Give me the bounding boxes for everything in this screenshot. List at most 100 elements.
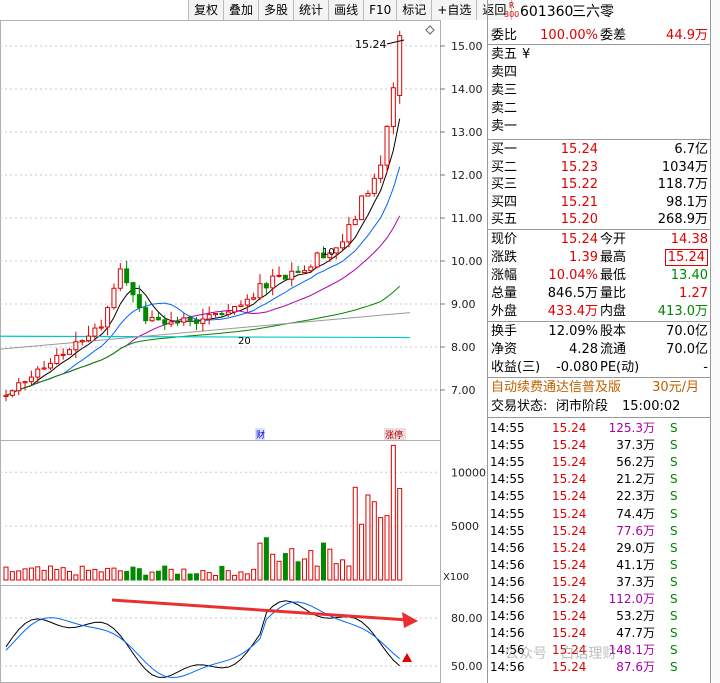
kline-chart-area[interactable]: 15.00 14.00 13.00 12.00 11.00 10.00 9.00 8.00 7.…: [0, 0, 513, 683]
toolbar-btn-7[interactable]: +自选: [431, 0, 477, 20]
stat-value: 1.27: [679, 286, 708, 301]
volume-bar: [301, 558, 307, 581]
oscillator-lines: [5, 598, 418, 679]
sell-level-label: 卖三: [491, 83, 518, 98]
volume-bar: [397, 487, 403, 581]
finance-marker-text: 财: [256, 429, 265, 441]
tick-row[interactable]: 14:56 15.24 41.1万 S: [488, 557, 711, 574]
candle-body: [92, 327, 98, 337]
tick-side: S: [670, 574, 678, 589]
candle-body: [117, 268, 123, 289]
tick-volume: 29.0万: [616, 540, 655, 555]
sell-level-2[interactable]: 卖二: [488, 100, 711, 117]
tick-time: 14:55: [490, 523, 525, 538]
toolbar-btn-5[interactable]: F10: [363, 0, 397, 20]
promo-price[interactable]: 30元/月: [652, 380, 699, 395]
buy-level-2[interactable]: 买二 15.23 1034万: [488, 159, 711, 176]
volume-bar: [187, 573, 193, 581]
sell-level-4[interactable]: 卖四: [488, 64, 711, 81]
tick-time: 14:56: [490, 609, 525, 624]
tick-row[interactable]: 14:55 15.24 22.3万 S: [488, 488, 711, 505]
buy-level-1[interactable]: 买一 15.24 6.7亿: [488, 141, 711, 158]
candle-body: [174, 321, 180, 324]
stat-label: 总量: [491, 286, 518, 301]
volume-bar: [9, 571, 15, 581]
toolbar-btn-4[interactable]: 画线: [328, 0, 364, 20]
tick-row[interactable]: 14:56 15.24 47.7万 S: [488, 625, 711, 642]
buy-level-price: 15.24: [560, 142, 598, 157]
ma-tag-label: 10: [322, 247, 335, 258]
volume-bar: [162, 565, 168, 581]
volume-bar: [378, 517, 384, 581]
stat-label: 外盘: [491, 304, 518, 319]
tick-time: 14:55: [490, 438, 525, 453]
kline-svg[interactable]: 15.00 14.00 13.00 12.00 11.00 10.00 9.00 8.00 7.…: [0, 0, 486, 683]
tick-row[interactable]: 14:55 15.24 125.3万 S: [488, 420, 711, 437]
sell-level-5[interactable]: 卖五 ¥: [488, 46, 711, 63]
tick-side: S: [670, 660, 678, 675]
tick-price: 15.24: [552, 626, 587, 641]
tick-row[interactable]: 14:55 15.24 56.2万 S: [488, 454, 711, 471]
stat-value: 10.04%: [548, 268, 598, 283]
candle-body: [206, 314, 212, 320]
tick-row[interactable]: 14:56 15.24 53.2万 S: [488, 608, 711, 625]
sell-level-1[interactable]: 卖一: [488, 118, 711, 135]
volume-axis-label: 10000: [451, 466, 486, 479]
volume-bar: [194, 573, 199, 581]
buy-level-3[interactable]: 买三 15.22 118.7万: [488, 176, 711, 193]
volume-bar: [257, 542, 263, 581]
tick-row[interactable]: 14:56 15.24 87.6万 S: [488, 659, 711, 676]
volume-bar: [213, 574, 219, 581]
candle-body: [327, 252, 333, 259]
volume-bar: [371, 501, 377, 581]
divider: [488, 139, 711, 140]
candle-body: [346, 224, 352, 243]
candle-body: [9, 390, 15, 396]
promo-banner[interactable]: 自动续费通达信普及版 30元/月: [488, 379, 711, 396]
profit-row: 收益(三) -0.080 PE(动) -: [488, 359, 711, 376]
pe-label: PE(动): [600, 360, 640, 375]
stat-label: 净资: [491, 342, 518, 357]
sell-level-label: 卖五: [491, 47, 518, 62]
volume-bar: [149, 571, 155, 581]
toolbar-btn-2[interactable]: 多股: [258, 0, 294, 20]
tick-row[interactable]: 14:55 15.24 37.3万 S: [488, 437, 711, 454]
divider: [488, 377, 711, 378]
toolbar-btn-3[interactable]: 统计: [293, 0, 329, 20]
candle-body: [219, 312, 225, 315]
toolbar-btn-0[interactable]: 复权: [188, 0, 224, 20]
buy-level-price: 15.20: [560, 212, 598, 227]
toolbar-btn-8[interactable]: 返回: [476, 0, 513, 20]
buy-level-label: 买五: [491, 212, 518, 227]
tick-row[interactable]: 14:56 15.24 148.1万 S: [488, 642, 711, 659]
price-axis-label: 8.00: [451, 341, 476, 354]
candle-body: [149, 316, 155, 322]
tick-row[interactable]: 14:55 15.24 21.2万 S: [488, 471, 711, 488]
tick-row[interactable]: 14:55 15.24 74.4万 S: [488, 506, 711, 523]
toolbar-btn-6[interactable]: 标记: [396, 0, 432, 20]
up-signal-icon: [402, 653, 412, 662]
promo-text[interactable]: 自动续费通达信普及版: [491, 380, 622, 395]
candle-body: [340, 241, 346, 249]
tick-row[interactable]: 14:55 15.24 77.6万 S: [488, 523, 711, 540]
toolbar-btn-1[interactable]: 叠加: [223, 0, 259, 20]
candle-body: [73, 341, 79, 351]
candle-body: [257, 283, 263, 299]
volume-bar: [136, 568, 142, 581]
buy-level-5[interactable]: 买五 15.20 268.9万: [488, 211, 711, 228]
candle-body: [365, 192, 371, 197]
volume-bar: [295, 561, 301, 581]
candle-body: [314, 252, 320, 268]
tick-row[interactable]: 14:56 15.24 112.0万 S: [488, 591, 711, 608]
tick-row[interactable]: 14:56 15.24 29.0万 S: [488, 540, 711, 557]
buy-level-4[interactable]: 买四 15.21 98.1万: [488, 194, 711, 211]
tick-side: S: [670, 609, 678, 624]
stat-value: 846.5万: [547, 286, 598, 301]
tick-time: 14:55: [490, 421, 525, 435]
candle-body: [124, 268, 130, 284]
volume-bar: [251, 568, 257, 581]
volume-bar: [86, 569, 92, 581]
stat-value: 15.24: [664, 249, 708, 266]
sell-level-3[interactable]: 卖三: [488, 82, 711, 99]
tick-row[interactable]: 14:56 15.24 37.3万 S: [488, 574, 711, 591]
